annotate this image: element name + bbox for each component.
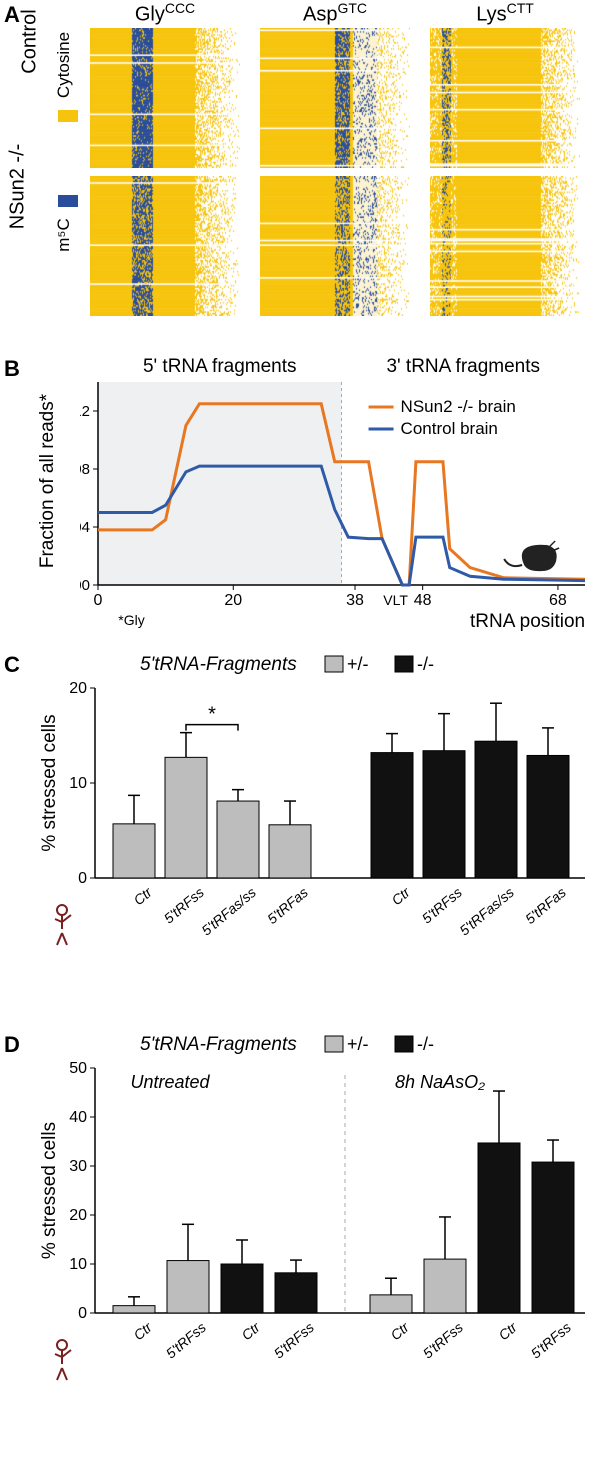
- svg-text:*Gly: *Gly: [118, 612, 144, 628]
- svg-text:5'tRFss: 5'tRFss: [528, 1319, 574, 1361]
- svg-text:3' tRNA fragments: 3' tRNA fragments: [386, 356, 540, 377]
- svg-text:+/-: +/-: [347, 654, 369, 674]
- heatmap: [90, 176, 240, 316]
- heatmap: [260, 176, 410, 316]
- svg-text:5'tRFas/ss: 5'tRFas/ss: [198, 884, 259, 938]
- svg-text:Ctr: Ctr: [130, 883, 156, 908]
- svg-text:+/-: +/-: [347, 1034, 369, 1054]
- svg-text:Ctr: Ctr: [130, 1318, 156, 1343]
- svg-text:Untreated: Untreated: [130, 1072, 210, 1092]
- svg-text:5'tRFss: 5'tRFss: [271, 1319, 317, 1361]
- svg-text:5'tRFas/ss: 5'tRFas/ss: [456, 884, 517, 938]
- svg-text:20: 20: [69, 680, 87, 697]
- svg-text:5'tRFss: 5'tRFss: [420, 1319, 466, 1361]
- svg-text:40: 40: [69, 1109, 87, 1126]
- svg-text:10: 10: [69, 775, 87, 792]
- svg-text:VLT: VLT: [383, 592, 408, 608]
- svg-text:48: 48: [414, 592, 432, 609]
- legend-label-cytosine: Cytosine: [54, 25, 74, 105]
- svg-text:5'tRFss: 5'tRFss: [163, 1319, 209, 1361]
- svg-text:20: 20: [224, 592, 242, 609]
- svg-text:5'tRFas: 5'tRFas: [264, 884, 311, 927]
- panel-d: D 0 10 20 30 40 50 % stressed cells 5'tRNA-Frag…: [0, 1030, 597, 1460]
- panel-a: A Control NSun2 -/- Cytosine m⁵C GlyCCC A…: [0, 0, 597, 350]
- heatmap: [430, 28, 580, 168]
- svg-text:20: 20: [69, 1207, 87, 1224]
- svg-text:5'tRFss: 5'tRFss: [419, 884, 465, 926]
- svg-text:50: 50: [69, 1060, 87, 1077]
- svg-text:Ctr: Ctr: [388, 883, 414, 908]
- heatmap-title: GlyCCC: [90, 0, 240, 27]
- svg-text:Ctr: Ctr: [495, 1318, 521, 1343]
- panel-b: B Fraction of all reads* 0.00 0.04 0.08 0.1…: [0, 350, 597, 650]
- svg-text:Ctr: Ctr: [238, 1318, 264, 1343]
- svg-text:-/-: -/-: [417, 654, 434, 674]
- svg-text:5'tRNA-Fragments: 5'tRNA-Fragments: [140, 654, 297, 675]
- svg-text:0: 0: [78, 1305, 87, 1322]
- svg-text:10: 10: [69, 1256, 87, 1273]
- svg-text:0.08: 0.08: [80, 461, 90, 478]
- svg-text:5'tRNA-Fragments: 5'tRNA-Fragments: [140, 1034, 297, 1055]
- heatmap-title: AspGTC: [260, 0, 410, 27]
- axis-label-y: Fraction of all reads*: [37, 371, 59, 591]
- panel-c: C 0 10 20 % stressed cells 5'tRNA-Fragments +…: [0, 650, 597, 1030]
- svg-text:68: 68: [549, 592, 567, 609]
- bar-chart-d: 0 10 20 30 40 50 % stressed cells 5'tRNA-Fragme…: [35, 1030, 595, 1450]
- svg-text:NSun2 -/- brain: NSun2 -/- brain: [401, 397, 516, 416]
- panel-label-d: D: [4, 1032, 20, 1058]
- svg-text:5'tRFas: 5'tRFas: [522, 884, 569, 927]
- svg-text:0: 0: [78, 870, 87, 887]
- svg-text:30: 30: [69, 1158, 87, 1175]
- svg-text:0.12: 0.12: [80, 403, 90, 420]
- heatmap: [260, 28, 410, 168]
- heatmap: [90, 28, 240, 168]
- svg-text:38: 38: [346, 592, 364, 609]
- svg-text:8h NaAsO₂: 8h NaAsO₂: [395, 1072, 485, 1092]
- svg-text:*: *: [208, 704, 216, 726]
- bar-chart-c: 0 10 20 % stressed cells 5'tRNA-Fragments +/-…: [35, 650, 595, 1020]
- legend-label-m5c: m⁵C: [54, 195, 74, 275]
- panel-label-a: A: [4, 2, 20, 28]
- heatmap-title: LysCTT: [430, 0, 580, 27]
- panel-label-c: C: [4, 652, 20, 678]
- svg-text:0: 0: [94, 592, 103, 609]
- svg-text:0.04: 0.04: [80, 519, 90, 536]
- svg-text:tRNA position: tRNA position: [470, 611, 585, 632]
- svg-text:% stressed cells: % stressed cells: [39, 1122, 60, 1259]
- rowlabel-nsun2: NSun2 -/-: [7, 117, 30, 257]
- svg-text:Control brain: Control brain: [401, 419, 498, 438]
- svg-text:5'tRFss: 5'tRFss: [161, 884, 207, 926]
- rowlabel-control: Control: [19, 0, 42, 112]
- line-chart: 0.00 0.04 0.08 0.12 0 20 38 48 68 VLT 5' tRNA frag…: [80, 350, 595, 640]
- panel-label-b: B: [4, 356, 20, 382]
- svg-text:Ctr: Ctr: [387, 1318, 413, 1343]
- svg-text:0.00: 0.00: [80, 577, 90, 594]
- heatmap: [430, 176, 580, 316]
- svg-text:% stressed cells: % stressed cells: [39, 714, 60, 851]
- svg-text:-/-: -/-: [417, 1034, 434, 1054]
- svg-text:5' tRNA fragments: 5' tRNA fragments: [143, 356, 297, 377]
- legend-square-cytosine: [58, 110, 78, 122]
